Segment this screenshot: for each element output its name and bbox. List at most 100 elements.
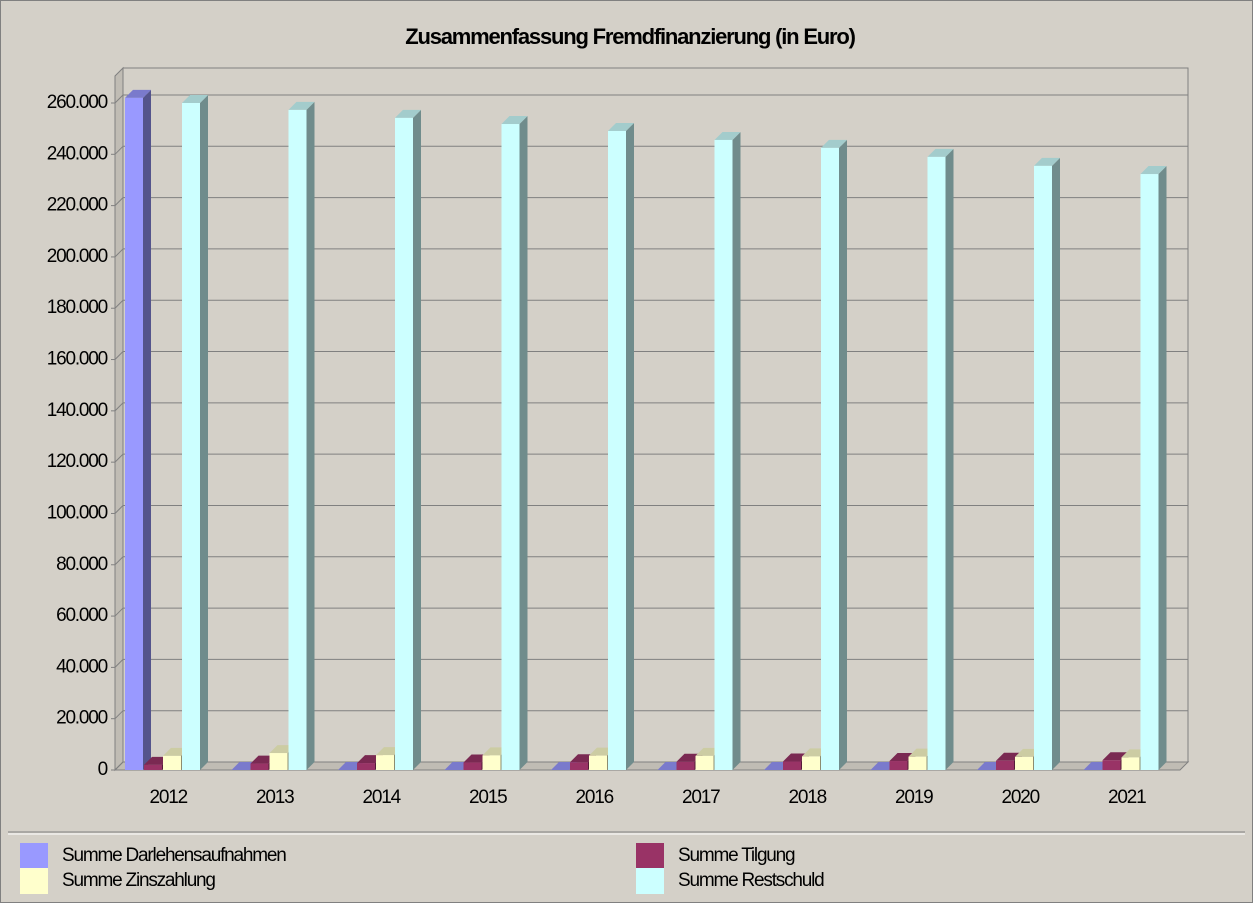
chart-title: Zusammenfassung Fremdfinanzierung (in Eu… [405, 24, 855, 49]
grid-line [114, 453, 124, 463]
x-tick-label: 2012 [150, 787, 188, 808]
grid-line [114, 607, 124, 617]
bar [1121, 757, 1140, 770]
bar [395, 117, 413, 771]
y-tick-label: 180.000 [47, 297, 108, 318]
bar-side [626, 122, 634, 770]
bar-top [125, 89, 151, 98]
bar [250, 763, 269, 770]
bar [269, 753, 288, 770]
y-tick-label: 100.000 [47, 502, 108, 523]
grid-line [114, 94, 124, 104]
grid-line [114, 761, 124, 771]
x-tick-label: 2019 [895, 787, 933, 808]
y-tick-label: 160.000 [47, 349, 108, 370]
bar [125, 97, 143, 770]
bar [570, 762, 588, 770]
bar-side [1158, 166, 1167, 770]
legend-swatch [20, 843, 48, 869]
bar [288, 109, 307, 771]
grid-line [114, 299, 124, 309]
y-tick-label: 40.000 [56, 656, 108, 677]
x-tick-label: 2015 [469, 787, 507, 808]
bar [927, 156, 946, 771]
bar-side [200, 95, 208, 770]
y-tick-label: 60.000 [56, 605, 108, 626]
bar-top [608, 122, 634, 131]
y-tick-label: 0 [98, 759, 108, 780]
y-tick-label: 200.000 [47, 246, 108, 267]
bar [182, 103, 200, 770]
grid-line [114, 402, 124, 412]
y-tick-label: 20.000 [56, 708, 108, 729]
bar [376, 755, 394, 770]
x-tick-label: 2014 [363, 787, 402, 808]
bar [783, 761, 801, 770]
bar [1015, 756, 1033, 770]
bar [802, 756, 820, 770]
bar [908, 756, 927, 770]
x-tick-label: 2020 [1002, 787, 1040, 808]
grid-line [114, 505, 124, 514]
bar [676, 761, 695, 770]
bar-top [288, 101, 315, 110]
x-tick-label: 2016 [576, 787, 614, 808]
bar [163, 755, 181, 770]
legend-label: Summe Darlehensaufnahmen [62, 845, 286, 866]
bar-top [927, 148, 954, 157]
bar [695, 755, 714, 770]
legend-swatch [636, 868, 664, 894]
grid-line [114, 556, 124, 566]
bar [482, 755, 501, 770]
bar [714, 139, 733, 771]
x-tick-label: 2018 [789, 787, 827, 808]
bar [1140, 174, 1159, 770]
bar-top [1034, 157, 1060, 166]
bar-top [182, 95, 208, 103]
bar-side [413, 109, 421, 771]
bar-side [945, 148, 954, 771]
bar [357, 763, 375, 770]
grid-line [114, 659, 124, 668]
y-tick-label: 140.000 [47, 400, 108, 421]
bar [589, 755, 607, 770]
legend-swatch [20, 868, 48, 894]
legend-label: Summe Restschuld [678, 870, 824, 891]
bar-top [821, 139, 847, 148]
bar-top [501, 116, 528, 125]
bar-side [839, 139, 847, 770]
bar-side [519, 116, 528, 771]
side-wall [114, 66, 124, 772]
y-tick-label: 240.000 [47, 143, 108, 164]
bar-side [732, 131, 741, 771]
x-tick-label: 2021 [1108, 787, 1146, 808]
grid-line [114, 145, 124, 155]
bar [144, 764, 162, 770]
bar [821, 147, 839, 770]
y-tick-label: 120.000 [47, 451, 108, 472]
bar [1034, 165, 1052, 770]
bar-top [714, 131, 741, 140]
y-tick-label: 220.000 [47, 195, 108, 216]
grid-line [114, 710, 124, 720]
bar-side [143, 89, 151, 770]
bar [501, 124, 520, 771]
legend-label: Summe Tilgung [678, 845, 795, 866]
legend-label: Summe Zinszahlung [62, 870, 215, 891]
x-tick-label: 2017 [682, 787, 720, 808]
legend-swatch [636, 843, 664, 869]
bar-side [1052, 157, 1060, 770]
y-tick-label: 80.000 [56, 554, 108, 575]
grid-line [114, 248, 124, 258]
back-wall [122, 67, 1189, 763]
y-tick-label: 260.000 [47, 92, 108, 113]
bar [608, 130, 626, 770]
bar [463, 762, 482, 770]
x-tick-label: 2013 [256, 787, 294, 808]
bar [889, 761, 908, 770]
bar [1102, 760, 1121, 770]
grid-line [114, 197, 124, 206]
grid-line [114, 351, 124, 360]
bar [996, 760, 1014, 770]
